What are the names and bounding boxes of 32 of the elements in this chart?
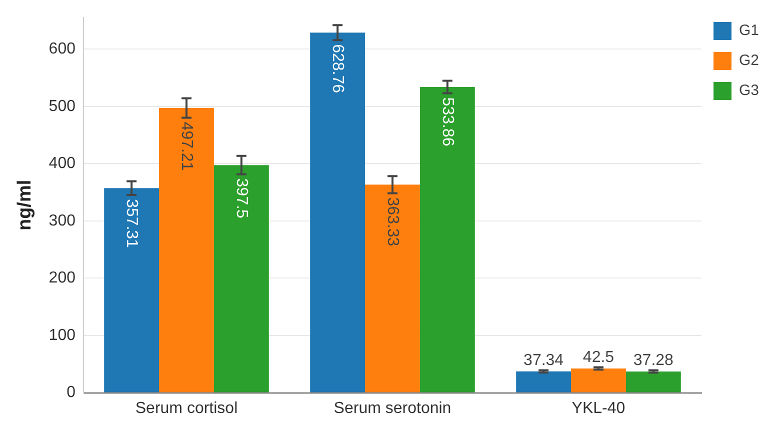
legend-label: G3 <box>738 82 760 100</box>
y-tick-label: 400 <box>48 155 76 172</box>
data-label: 533.86 <box>439 97 456 146</box>
data-label: 363.33 <box>384 197 402 246</box>
y-tick-label: 0 <box>66 384 76 402</box>
data-label: 628.76 <box>329 44 346 94</box>
y-tick-label: 300 <box>48 212 76 230</box>
bar <box>516 371 572 392</box>
legend-label: G1 <box>738 22 760 40</box>
bar <box>420 86 475 392</box>
y-tick-label: 200 <box>48 270 76 287</box>
bar <box>626 371 681 392</box>
y-tick-label: 500 <box>48 98 76 115</box>
x-tick-label: YKL-40 <box>572 400 626 417</box>
bar <box>159 108 214 392</box>
bar <box>571 368 626 392</box>
bar <box>104 188 160 392</box>
data-label: 37.34 <box>524 352 564 369</box>
y-tick-label: 100 <box>48 326 76 344</box>
data-label: 42.5 <box>582 348 614 366</box>
data-label: 397.5 <box>233 178 250 218</box>
x-tick-label: Serum cortisol <box>135 400 238 417</box>
data-label: 37.28 <box>633 352 674 369</box>
bar <box>310 32 366 392</box>
y-axis-title: ng/ml <box>14 180 36 231</box>
legend-label: G2 <box>738 52 760 70</box>
data-label: 357.31 <box>123 199 140 248</box>
x-tick-label: Serum serotonin <box>334 400 452 417</box>
bar <box>365 184 420 392</box>
data-label: 497.21 <box>178 122 196 171</box>
bar <box>214 165 269 392</box>
y-tick-label: 600 <box>48 40 76 58</box>
